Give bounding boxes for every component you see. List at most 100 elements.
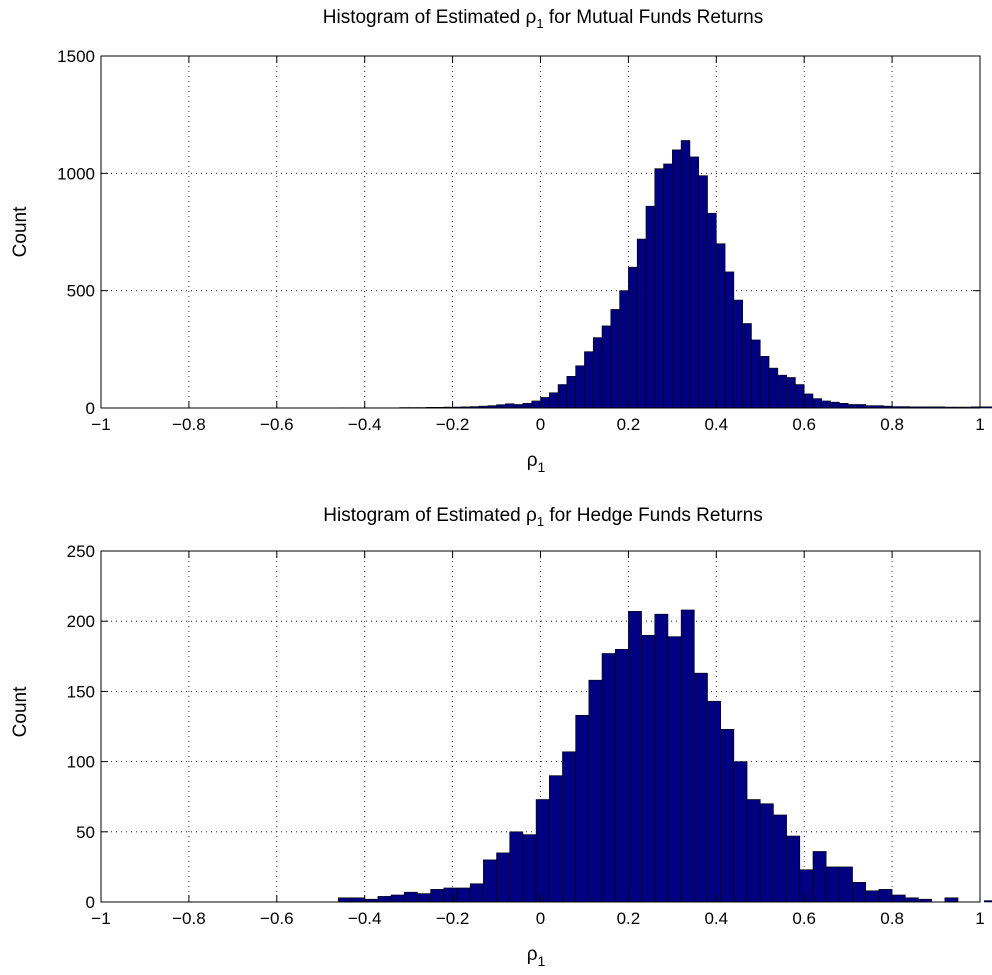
histogram-bar: [417, 893, 431, 903]
histogram-bar: [390, 894, 405, 903]
y-tick-label: 500: [67, 282, 95, 301]
x-tick-label: −1: [91, 909, 110, 928]
histogram-bar: [847, 404, 858, 409]
histogram-bar: [839, 403, 849, 409]
histogram-bar: [522, 834, 537, 903]
histogram-bar: [856, 404, 867, 409]
histogram-bar: [768, 367, 779, 409]
histogram-bar: [575, 365, 585, 409]
histogram-bar: [535, 799, 550, 903]
histogram-bar: [641, 634, 656, 903]
histogram-bar: [522, 403, 533, 409]
histogram-bar: [430, 889, 445, 903]
x-tick-label: −0.8: [172, 909, 206, 928]
histogram-bar: [601, 325, 612, 409]
histogram-bar: [443, 887, 458, 903]
histogram-bar: [513, 404, 524, 409]
histogram-bar: [698, 175, 708, 409]
histogram-bar: [672, 149, 682, 409]
histogram-bar: [377, 896, 392, 903]
y-axis-label: Count: [10, 686, 31, 737]
histogram-bar: [988, 406, 992, 409]
tick-marks: [100, 55, 981, 409]
histogram-bar: [628, 266, 638, 409]
histogram-bar: [628, 611, 642, 903]
histogram-bar: [636, 238, 647, 409]
histogram-bar: [680, 609, 695, 903]
histogram-bar: [979, 406, 990, 409]
x-tick-label: 0.6: [792, 415, 816, 434]
histogram-bar: [733, 299, 743, 409]
histogram-bar: [904, 897, 919, 903]
x-tick-label: −0.2: [436, 415, 470, 434]
histogram-bar: [645, 205, 656, 409]
histogram-bar: [548, 392, 559, 409]
x-tick-label: 0.6: [792, 909, 816, 928]
histogram-bar: [865, 890, 880, 903]
hedge-funds-histogram: Histogram of Estimated ρ1 for Hedge Fund…: [10, 505, 992, 969]
histogram-bar: [584, 351, 594, 409]
histogram-bar: [799, 869, 814, 903]
histogram-bars: [338, 609, 992, 903]
x-tick-label: 0.2: [617, 909, 641, 928]
y-tick-label: 250: [67, 542, 95, 561]
mutual-funds-histogram: Histogram of Estimated ρ1 for Mutual Fun…: [10, 7, 992, 475]
histogram-bar: [575, 714, 590, 903]
histogram-bar: [777, 374, 787, 409]
histogram-bar: [469, 883, 484, 903]
histogram-bar: [786, 835, 801, 903]
histogram-bars: [338, 140, 992, 409]
x-tick-label: 0: [536, 415, 545, 434]
histogram-bar: [812, 398, 823, 409]
histogram-bar: [531, 400, 541, 409]
histogram-bar: [707, 700, 721, 903]
histogram-bar: [509, 831, 524, 903]
y-tick-labels: 0 500 1000 1500: [57, 47, 95, 418]
x-tick-label: −1: [91, 415, 110, 434]
x-tick-label: 0.8: [880, 415, 904, 434]
y-tick-label: 100: [67, 753, 95, 772]
y-axis-label: Count: [10, 206, 31, 257]
histogram-bar: [689, 156, 700, 409]
x-tick-label: −0.4: [348, 909, 382, 928]
histogram-bar: [557, 384, 568, 409]
histogram-bar: [733, 761, 748, 903]
histogram-bar: [654, 168, 664, 409]
y-tick-label: 200: [67, 612, 95, 631]
histogram-bar: [944, 897, 959, 903]
histogram-bar: [403, 891, 418, 903]
histogram-bar: [803, 393, 814, 409]
histogram-bar: [878, 889, 893, 903]
histogram-bar: [891, 894, 906, 903]
histogram-bar: [667, 636, 682, 903]
histogram-bar: [694, 672, 708, 903]
histogram-bar: [724, 271, 735, 409]
histogram-bar: [483, 859, 497, 903]
histogram-bar: [614, 648, 629, 903]
x-tick-labels: −1 −0.8 −0.6 −0.4 −0.2 0 0.2 0.4 0.6 0.8 1: [91, 909, 984, 928]
y-tick-label: 1000: [57, 164, 95, 183]
histogram-bar: [562, 751, 576, 903]
histogram-bar: [566, 376, 576, 409]
histogram-bar: [812, 851, 827, 903]
y-tick-labels: 0 50 100 150 200 250: [67, 542, 95, 912]
histogram-bar: [592, 337, 603, 409]
histogram-bar: [720, 729, 735, 903]
histogram-bar: [548, 775, 563, 903]
x-tick-label: 0.2: [617, 415, 641, 434]
histogram-bar: [351, 897, 366, 903]
x-tick-label: 0: [536, 909, 545, 928]
histogram-bar: [715, 243, 726, 409]
histogram-bar: [707, 212, 717, 409]
x-tick-label: −0.6: [260, 415, 294, 434]
histogram-bar: [588, 679, 603, 903]
histogram-bar: [338, 897, 352, 903]
histogram-bar: [746, 799, 761, 903]
histogram-bar: [984, 900, 992, 903]
histogram-bar: [505, 403, 515, 409]
histogram-bar: [852, 882, 867, 903]
histogram-bar: [619, 290, 629, 409]
x-axis-label: ρ1: [527, 944, 546, 969]
y-tick-label: 0: [86, 893, 95, 912]
